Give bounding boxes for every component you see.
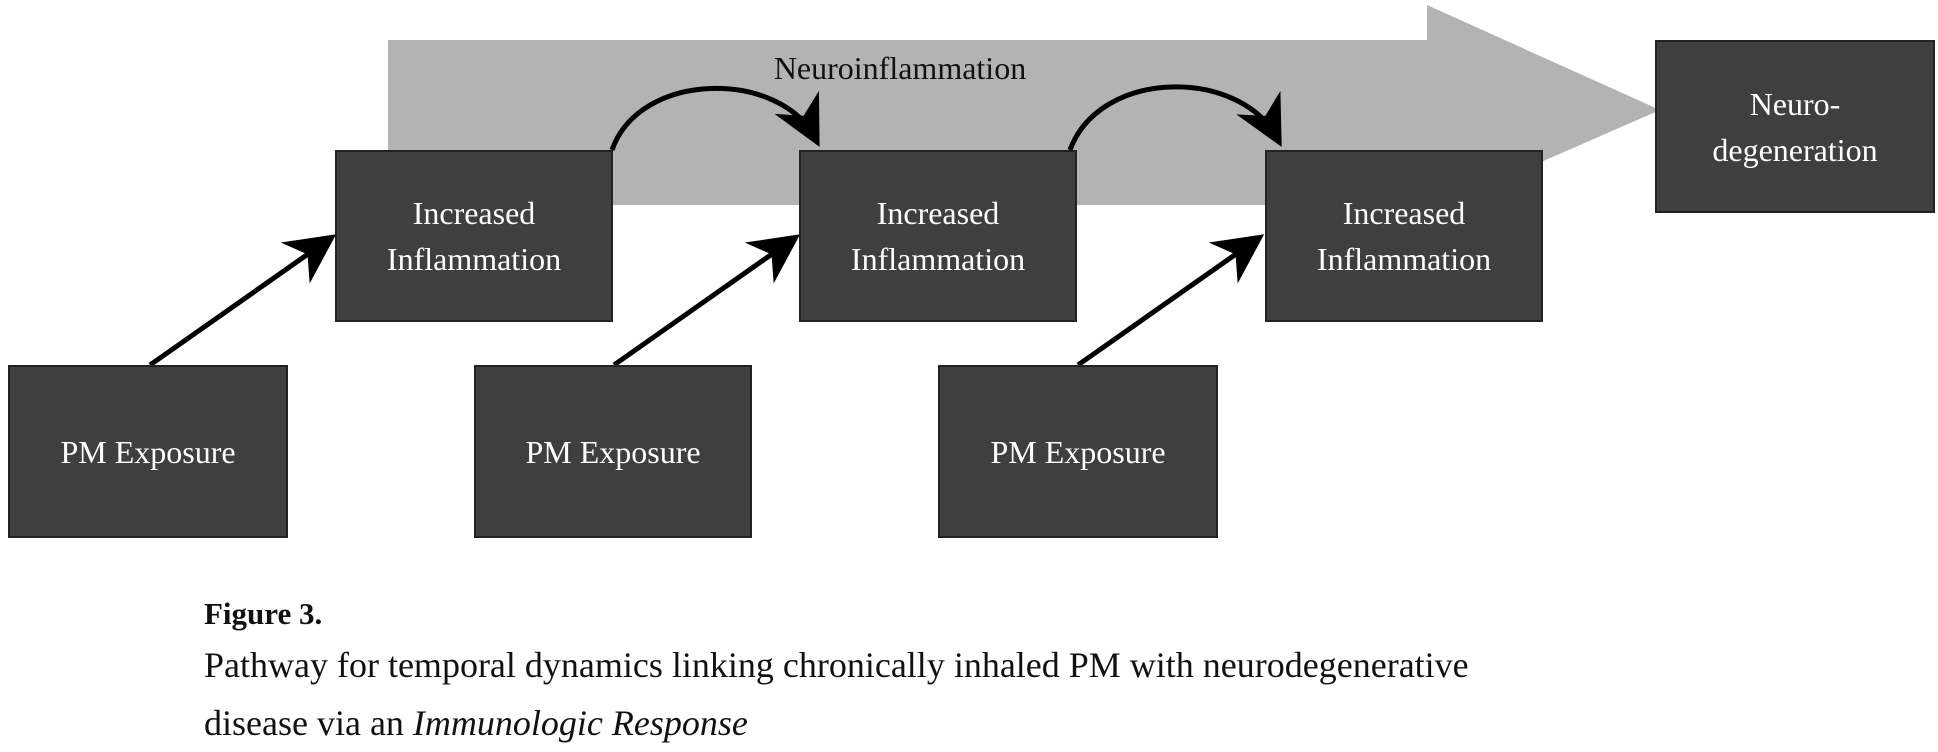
caption-line-1: Pathway for temporal dynamics linking ch… (204, 645, 1469, 685)
pm-exposure-box-3: PM Exposure (938, 365, 1218, 538)
caption-line-2-prefix: disease via an (204, 703, 413, 743)
exposure-to-inflammation-arrow-3 (1076, 234, 1265, 368)
exposure-to-inflammation-arrow-1 (148, 234, 337, 368)
pm-exposure-box-1: PM Exposure (8, 365, 288, 538)
inflammation-curve-arrow-1 (609, 86, 820, 151)
inflammation-curve-arrow-2 (1067, 84, 1282, 151)
inflammation-box-2: Increased Inflammation (799, 150, 1077, 322)
inflammation-box-1: Increased Inflammation (335, 150, 613, 322)
caption-text: Pathway for temporal dynamics linking ch… (204, 636, 1904, 752)
pathway-diagram: Neuroinflammation Increased Inflammation… (8, 5, 1935, 538)
neuroinflammation-label: Neuroinflammation (773, 50, 1027, 86)
caption-figure-label: Figure 3. (204, 596, 323, 631)
pm-exposure-box-2: PM Exposure (474, 365, 752, 538)
caption-line-2: disease via an Immunologic Response (204, 694, 1904, 752)
inflammation-box-3: Increased Inflammation (1265, 150, 1543, 322)
neurodegeneration-box: Neuro- degeneration (1655, 40, 1935, 213)
caption-line-2-italic: Immunologic Response (412, 703, 748, 743)
exposure-to-inflammation-arrow-2 (612, 234, 801, 368)
figure-caption: Figure 3. Pathway for temporal dynamics … (204, 592, 1904, 752)
